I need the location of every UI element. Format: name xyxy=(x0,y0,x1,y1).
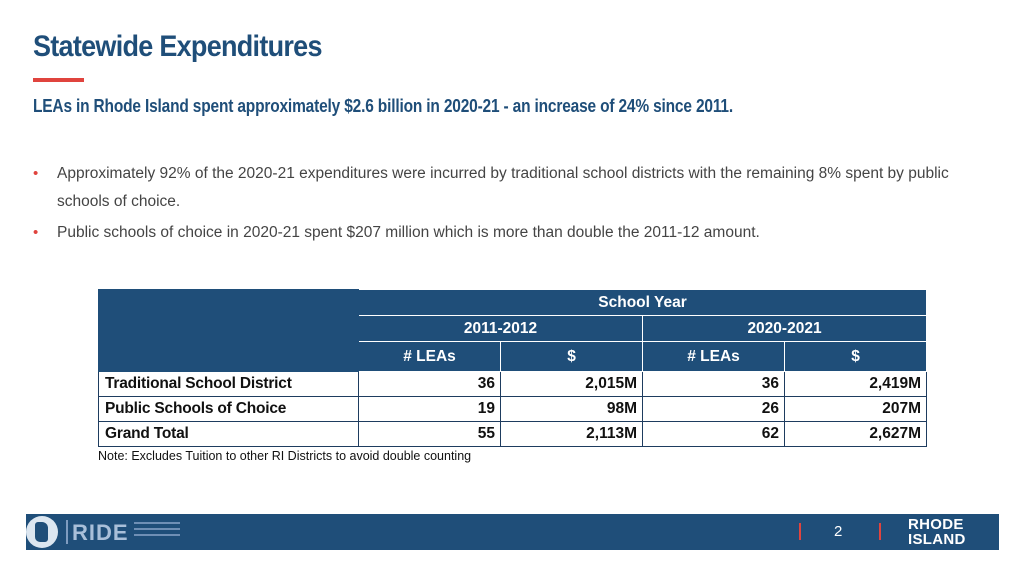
table-corner-header xyxy=(98,289,359,372)
year-header-2011: 2011-2012 xyxy=(358,315,643,342)
table-row: Public Schools of Choice 19 98M 26 207M xyxy=(98,396,928,422)
footer-divider xyxy=(66,520,68,544)
table-cell: 2,419M xyxy=(783,371,928,397)
column-header: # LEAs xyxy=(642,341,785,372)
bullet-dot-icon: • xyxy=(33,165,39,182)
row-label: Grand Total xyxy=(98,421,359,447)
table-cell: 26 xyxy=(642,396,785,422)
bullet-text: Approximately 92% of the 2020-21 expendi… xyxy=(57,165,949,210)
table-row: Traditional School District 36 2,015M 36… xyxy=(98,371,928,397)
bullet-item: • Public schools of choice in 2020-21 sp… xyxy=(33,219,973,247)
page-number: 2 xyxy=(834,523,843,540)
table-cell: 2,113M xyxy=(500,421,643,447)
bullet-list: • Approximately 92% of the 2020-21 expen… xyxy=(33,160,973,250)
page-title: Statewide Expenditures xyxy=(33,30,322,63)
footer-red-bar xyxy=(799,523,801,540)
table-cell: 36 xyxy=(642,371,785,397)
row-label: Public Schools of Choice xyxy=(98,396,359,422)
bullet-item: • Approximately 92% of the 2020-21 expen… xyxy=(33,160,973,216)
expenditures-table: School Year 2011-2012 2020-2021 # LEAs $… xyxy=(98,289,928,447)
table-cell: 62 xyxy=(642,421,785,447)
logo-tagline-lines xyxy=(134,522,180,540)
table-note: Note: Excludes Tuition to other RI Distr… xyxy=(98,449,472,463)
rhode-island-brand: RHODE ISLAND xyxy=(908,517,966,547)
bullet-dot-icon: • xyxy=(33,224,39,241)
column-header: $ xyxy=(500,341,643,372)
column-header: $ xyxy=(783,341,928,372)
page-subtitle: LEAs in Rhode Island spent approximately… xyxy=(33,96,733,116)
school-year-header: School Year xyxy=(357,289,928,316)
brand-line: RHODE xyxy=(908,516,964,533)
footer-bar: RIDE 2 RHODE ISLAND xyxy=(26,514,999,550)
table-cell: 207M xyxy=(783,396,928,422)
year-header-2020: 2020-2021 xyxy=(641,315,928,342)
rhode-island-state-icon xyxy=(26,516,58,548)
table-cell: 36 xyxy=(358,371,501,397)
column-header: # LEAs xyxy=(358,341,501,372)
row-label: Traditional School District xyxy=(98,371,359,397)
bullet-text: Public schools of choice in 2020-21 spen… xyxy=(57,224,760,241)
footer-red-bar xyxy=(879,523,881,540)
table-cell: 2,015M xyxy=(500,371,643,397)
table-cell: 55 xyxy=(358,421,501,447)
table-cell: 98M xyxy=(500,396,643,422)
table-row: Grand Total 55 2,113M 62 2,627M xyxy=(98,421,928,447)
table-cell: 2,627M xyxy=(783,421,928,447)
brand-line: ISLAND xyxy=(908,531,966,548)
title-accent-rule xyxy=(33,78,84,82)
ride-logo-text: RIDE xyxy=(72,520,129,545)
table-cell: 19 xyxy=(358,396,501,422)
